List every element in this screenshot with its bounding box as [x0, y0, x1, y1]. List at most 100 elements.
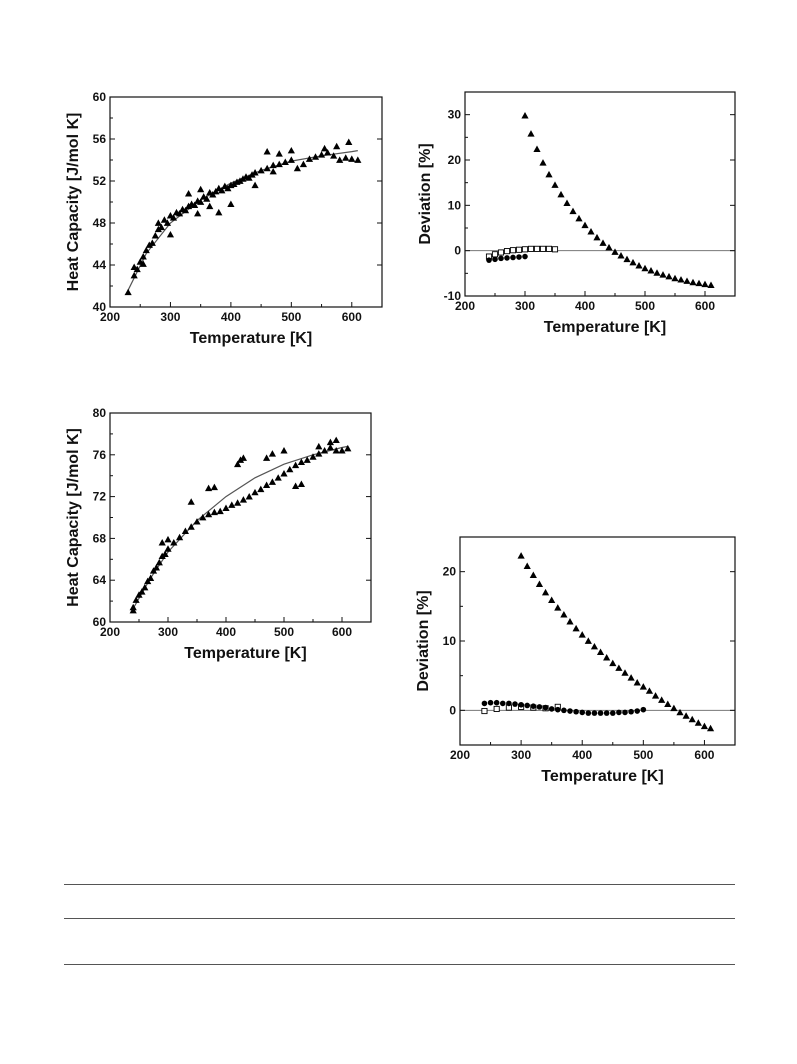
triangle-point: [584, 637, 592, 644]
x-tick-label: 200: [100, 625, 120, 639]
triangle-point: [142, 246, 150, 254]
open-square-point: [493, 705, 500, 712]
triangle-point: [197, 198, 205, 205]
x-tick-label: 500: [633, 748, 653, 762]
chart-1: 200 300 400 500 600 40 44 48 52 56 60 Temperature […: [65, 90, 383, 347]
x-tick-label: 500: [281, 310, 301, 324]
triangle-point: [611, 248, 619, 255]
triangle-point: [342, 154, 350, 161]
triangle-point: [575, 214, 583, 222]
triangle-point: [228, 501, 236, 508]
triangle-point: [163, 219, 172, 226]
triangle-point: [239, 175, 247, 182]
triangle-point: [551, 181, 559, 188]
filled-circle-point: [561, 707, 567, 714]
table-rule-bottom: [64, 964, 735, 965]
triangle-point: [293, 164, 301, 172]
plot-frame: [109, 96, 383, 308]
filled-circle-point: [522, 253, 528, 260]
filled-circle-point: [481, 700, 488, 707]
triangle-point: [344, 444, 352, 452]
triangle-point: [239, 496, 247, 503]
y-tick-label: 0: [449, 703, 456, 717]
series-1: [129, 436, 352, 614]
triangle-point: [670, 704, 678, 712]
triangle-point: [206, 202, 214, 210]
triangle-point: [187, 523, 195, 530]
triangle-point: [164, 545, 172, 552]
fit-curve: [132, 445, 348, 609]
triangle-point: [160, 216, 168, 223]
triangle-point: [641, 264, 649, 272]
triangle-point: [257, 485, 265, 493]
triangle-point: [326, 443, 334, 451]
triangle-point: [557, 190, 565, 198]
triangle-point: [184, 202, 193, 210]
triangle-point: [286, 465, 294, 473]
triangle-point: [215, 208, 223, 216]
filled-circle-point: [498, 255, 504, 262]
triangle-point: [287, 146, 295, 154]
triangle-point: [330, 152, 338, 159]
x-tick-label: 300: [160, 310, 180, 324]
chart-4: 200 300 400 500 600 0 10 20 Temperature [K] Devia…: [415, 536, 736, 785]
triangle-point: [297, 480, 305, 487]
triangle-point: [216, 507, 224, 515]
triangle-point: [688, 715, 696, 723]
filled-circle-point: [536, 704, 543, 710]
filled-circle-point: [493, 699, 500, 706]
filled-circle-point: [591, 710, 598, 716]
series-1: [521, 111, 715, 288]
triangle-point: [689, 278, 697, 286]
triangle-point: [645, 687, 654, 694]
triangle-point: [605, 243, 613, 251]
y-tick-label: 76: [93, 448, 107, 462]
triangle-point: [621, 669, 629, 676]
triangle-point: [251, 169, 259, 176]
triangle-point: [338, 447, 346, 454]
x-tick-label: 300: [515, 299, 535, 313]
triangle-point: [545, 170, 553, 178]
triangle-point: [152, 564, 160, 571]
y-tick-label: 72: [93, 490, 107, 504]
triangle-point: [665, 272, 673, 280]
triangle-point: [203, 195, 211, 202]
y-tick-label: 48: [93, 216, 107, 230]
filled-circle-point: [499, 700, 506, 707]
filled-circle-point: [487, 699, 494, 706]
triangle-point: [354, 156, 362, 163]
x-tick-label: 200: [455, 299, 475, 313]
y-tick-label: 20: [448, 153, 462, 167]
x-axis-title: Temperature [K]: [541, 768, 663, 785]
triangle-point: [623, 255, 631, 263]
triangle-point: [263, 454, 271, 461]
triangle-point: [682, 712, 690, 719]
triangle-point: [539, 159, 547, 166]
triangle-point: [320, 144, 329, 152]
triangle-point: [651, 692, 660, 699]
triangle-point: [541, 588, 550, 596]
triangle-point: [181, 206, 190, 214]
x-tick-label: 400: [575, 299, 595, 313]
triangle-point: [199, 513, 207, 521]
triangle-point: [315, 442, 323, 450]
triangle-point: [175, 209, 184, 217]
x-tick-label: 500: [635, 299, 655, 313]
triangle-point: [239, 454, 247, 461]
series-1: [517, 552, 715, 732]
triangle-point: [263, 481, 271, 488]
filled-circle-point: [506, 700, 512, 707]
triangle-point: [554, 604, 562, 611]
triangle-point: [274, 474, 282, 481]
triangle-point: [587, 228, 595, 235]
triangle-point: [548, 596, 556, 603]
y-tick-label: 60: [93, 615, 107, 629]
triangle-point: [245, 493, 253, 500]
triangle-point: [517, 552, 525, 559]
x-tick-label: 600: [342, 310, 362, 324]
filled-circle-point: [579, 709, 586, 716]
triangle-point: [154, 225, 162, 233]
x-tick-label: 300: [158, 625, 178, 639]
triangle-point: [132, 596, 140, 603]
open-square-point: [491, 251, 499, 258]
